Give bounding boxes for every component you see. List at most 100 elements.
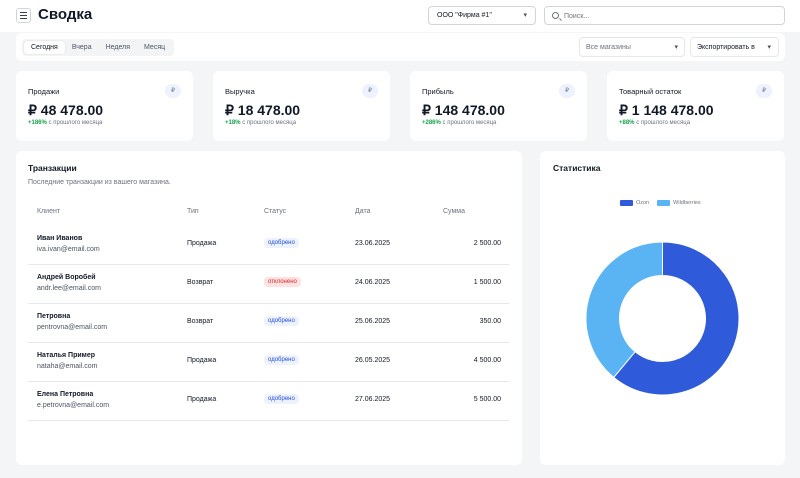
client-name: Наталья Пример	[37, 352, 96, 359]
store-select-placeholder: Все магазины	[586, 44, 631, 51]
legend-item-ozon[interactable]: Ozon	[620, 200, 649, 206]
client-name: Иван Иванов	[37, 235, 83, 242]
export-button-label: Экспортировать в	[697, 44, 755, 51]
ruble-icon: ₽	[362, 84, 378, 98]
transaction-amount: 4 500.00	[473, 357, 501, 364]
status-badge: одобрено	[264, 316, 299, 326]
table-row[interactable]: Петровна pentrovna@email.com Возврат одо…	[28, 304, 509, 343]
period-tabs: Сегодня Вчера Неделя Месяц	[22, 39, 175, 56]
kpi-value: ₽ 1 148 478.00	[619, 102, 714, 118]
kpi-delta: +88% с прошлого месяца	[619, 120, 690, 126]
kpi-card-profit: Прибыль ₽ ₽ 148 478.00 +286% с прошлого …	[410, 71, 587, 141]
status-badge: отклонено	[264, 277, 301, 287]
kpi-value: ₽ 18 478.00	[225, 102, 301, 118]
table-row[interactable]: Елена Петровна e.petrovna@email.com Прод…	[28, 382, 509, 421]
transaction-amount: 2 500.00	[473, 240, 501, 247]
table-row[interactable]: Наталья Пример nataha@email.com Продажа …	[28, 343, 509, 382]
transactions-subtitle: Последние транзакции из вашего магазина.	[28, 179, 171, 186]
tab-month[interactable]: Месяц	[144, 44, 166, 51]
kpi-label: Выручка	[225, 87, 255, 96]
client-email: andr.lee@email.com	[37, 285, 101, 292]
legend-swatch-ozon	[620, 200, 633, 206]
kpi-delta-text: с прошлого месяца	[48, 120, 103, 126]
table-row[interactable]: Андрей Воробей andr.lee@email.com Возвра…	[28, 265, 509, 304]
client-email: pentrovna@email.com	[37, 324, 108, 331]
search-input[interactable]	[564, 10, 774, 22]
column-header-client: Клиент	[37, 208, 61, 215]
kpi-label: Продажи	[28, 87, 60, 96]
kpi-delta: +18% с прошлого месяца	[225, 120, 296, 126]
statistics-card: Статистика Ozon Wildberries	[540, 151, 785, 465]
tab-week[interactable]: Неделя	[105, 44, 131, 51]
search-field[interactable]	[544, 6, 785, 25]
search-icon	[552, 12, 559, 19]
status-badge: одобрено	[264, 394, 299, 404]
filter-toolbar: Сегодня Вчера Неделя Месяц Все магазины …	[16, 33, 785, 61]
legend-label: Wildberries	[673, 200, 701, 206]
chevron-down-icon: ▾	[767, 44, 771, 51]
menu-icon-bar	[20, 15, 27, 16]
transaction-date: 23.06.2025	[355, 240, 391, 247]
menu-icon-bar	[20, 12, 27, 13]
transaction-amount: 1 500.00	[473, 279, 501, 286]
transaction-date: 27.06.2025	[355, 396, 391, 403]
kpi-delta-text: с прошлого месяца	[636, 120, 691, 126]
column-header-type: Тип	[187, 208, 199, 215]
kpi-card-stock: Товарный остаток ₽ ₽ 1 148 478.00 +88% с…	[607, 71, 784, 141]
column-header-amount: Сумма	[443, 208, 465, 215]
kpi-card-sales: Продажи ₽ ₽ 48 478.00 +186% с прошлого м…	[16, 71, 193, 141]
tab-yesterday[interactable]: Вчера	[71, 44, 92, 51]
table-row[interactable]: Иван Иванов iva.ivan@email.com Продажа о…	[28, 226, 509, 265]
kpi-delta-percent: +88%	[619, 120, 635, 126]
transaction-type: Возврат	[187, 279, 214, 286]
export-button[interactable]: Экспортировать в ▾	[690, 37, 779, 57]
transaction-type: Возврат	[187, 318, 214, 325]
kpi-delta-percent: +186%	[28, 120, 47, 126]
donut-slice-ozon[interactable]	[613, 241, 740, 396]
kpi-label: Прибыль	[422, 87, 454, 96]
chevron-down-icon: ▾	[674, 44, 678, 51]
organization-select[interactable]: ООО "Фирма #1" ▾	[428, 6, 536, 25]
menu-button[interactable]	[16, 8, 31, 23]
legend-item-wildberries[interactable]: Wildberries	[657, 200, 701, 206]
status-badge: одобрено	[264, 355, 299, 365]
column-header-date: Дата	[355, 208, 371, 215]
client-name: Елена Петровна	[37, 391, 94, 398]
kpi-delta: +186% с прошлого месяца	[28, 120, 102, 126]
donut-slice-wildberries[interactable]	[585, 241, 663, 379]
transactions-title: Транзакции	[28, 163, 77, 173]
transaction-amount: 5 500.00	[473, 396, 501, 403]
chart-legend: Ozon Wildberries	[620, 200, 701, 206]
status-badge: одобрено	[264, 238, 299, 248]
top-header: Сводка ООО "Фирма #1" ▾	[0, 0, 800, 32]
kpi-label: Товарный остаток	[619, 87, 682, 96]
ruble-icon: ₽	[165, 84, 181, 98]
transaction-date: 24.06.2025	[355, 279, 391, 286]
store-select[interactable]: Все магазины ▾	[579, 37, 685, 57]
kpi-delta-text: с прошлого месяца	[242, 120, 297, 126]
transaction-type: Продажа	[187, 357, 217, 364]
organization-select-value: ООО "Фирма #1"	[437, 12, 492, 19]
donut-chart	[585, 241, 740, 396]
chevron-down-icon: ▾	[523, 12, 527, 19]
client-email: iva.ivan@email.com	[37, 246, 100, 253]
transaction-date: 26.05.2025	[355, 357, 391, 364]
ruble-icon: ₽	[756, 84, 772, 98]
menu-icon-bar	[20, 18, 27, 19]
transaction-date: 25.06.2025	[355, 318, 391, 325]
kpi-value: ₽ 148 478.00	[422, 102, 505, 118]
legend-label: Ozon	[636, 200, 650, 206]
transaction-type: Продажа	[187, 396, 217, 403]
kpi-card-revenue: Выручка ₽ ₽ 18 478.00 +18% с прошлого ме…	[213, 71, 390, 141]
client-email: nataha@email.com	[37, 363, 98, 370]
client-name: Андрей Воробей	[37, 274, 96, 281]
client-email: e.petrovna@email.com	[37, 402, 110, 409]
kpi-delta-text: с прошлого месяца	[442, 120, 497, 126]
client-name: Петровна	[37, 313, 71, 320]
tab-today[interactable]: Сегодня	[24, 41, 65, 54]
statistics-title: Статистика	[553, 163, 601, 173]
legend-swatch-wildberries	[657, 200, 671, 206]
transaction-amount: 350.00	[479, 318, 501, 325]
ruble-icon: ₽	[559, 84, 575, 98]
transaction-type: Продажа	[187, 240, 217, 247]
